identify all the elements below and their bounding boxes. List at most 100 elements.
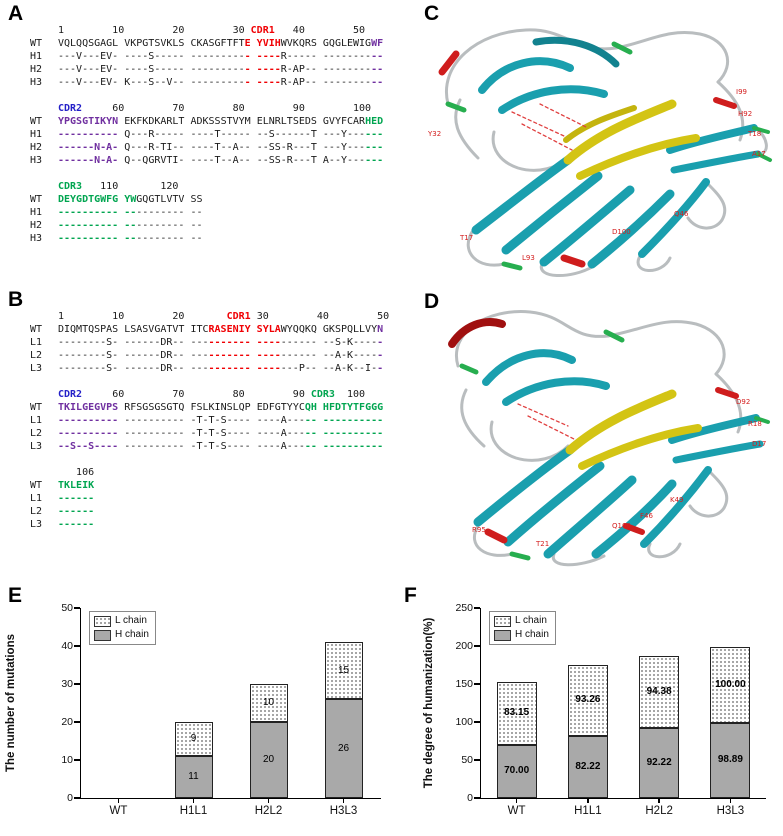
ribbon-segment — [539, 185, 635, 267]
sequence-row: WT VQLQQSGAGL VKPGTSVKLS CKASGFTFTE YVIHW… — [30, 37, 420, 50]
ribbon-segment — [539, 262, 596, 278]
ruler-row: 106 — [30, 466, 420, 479]
legend-swatch-gray — [94, 629, 111, 641]
sequence-row: WT DEYGDTGWFG YWGQGTLVTV SS — [30, 193, 420, 206]
legend-item: H chain — [494, 628, 549, 642]
sequence-row: H2 ---------- ---------- -- — [30, 219, 420, 232]
sequence-row: WT YPGSGTIKYN EKFKDKARLT ADKSSSTVYM ELNRL… — [30, 115, 420, 128]
y-axis-tick — [74, 607, 80, 609]
legend-label: H chain — [515, 629, 549, 640]
bar-value-label: 94.38 — [646, 686, 672, 698]
residue-label: I99 — [736, 88, 747, 96]
bar-segment-l-chain — [639, 656, 680, 728]
bar-segment-l-chain — [249, 684, 288, 722]
y-axis-tick-label: 0 — [67, 792, 73, 804]
legend-label: L chain — [115, 615, 147, 626]
ribbon-segment — [455, 310, 610, 368]
row-label: WT — [30, 194, 43, 205]
y-axis-tick-label: 50 — [461, 754, 473, 766]
sequence-segment: -------- -- — [136, 233, 203, 244]
sequence-segment: -- — [371, 64, 384, 75]
sequence-row: H3 ---V---EV- K---S--V-- ---------- ----R… — [30, 76, 420, 89]
contact-dotted-line — [539, 103, 589, 129]
heavy-chain-alignment: 1 10 20 30 CDR1 40 50 WT VQLQQSGAGL VKPGTS… — [30, 24, 420, 258]
row-label: L3 — [30, 363, 43, 374]
y-axis-tick-label: 40 — [61, 640, 73, 652]
sequence-segment: ---------- — [58, 428, 119, 439]
sequence-segment: Q---R----- ----T----- --S------T ---Y--- — [118, 129, 366, 140]
sequence-segment: -- ---------- — [304, 428, 384, 439]
legend-swatch-gray — [494, 629, 511, 641]
alignment-block: 1 10 20 30 CDR1 40 50 WT VQLQQSGAGL VKPGTS… — [30, 24, 420, 89]
ribbon-segment — [509, 551, 531, 561]
sequence-segment: WF — [371, 38, 384, 49]
sequence-row: L3 --------S- ------DR-- ---------- -----… — [30, 362, 420, 375]
sequence-segment: TKLEIK — [58, 480, 95, 491]
sequence-segment: RASENIY SYLA — [208, 324, 281, 335]
row-label: L1 — [30, 415, 43, 426]
y-axis-tick — [474, 683, 480, 685]
y-axis-tick-label: 0 — [467, 792, 473, 804]
residue-label: Y32 — [427, 130, 441, 138]
ribbon-segment — [752, 126, 770, 134]
ribbon-segment — [713, 97, 737, 109]
sequence-segment: RFSGSGSGTQ FSLKINSLQP EDFGTYYC — [118, 402, 305, 413]
bar-value-label: 83.15 — [504, 707, 530, 719]
row-label: H1 — [30, 207, 43, 218]
ribbon-segment — [715, 387, 739, 399]
ribbon-segment — [614, 31, 730, 84]
x-axis-tick — [729, 798, 732, 803]
ribbon-segment — [445, 101, 467, 113]
ribbon-segment — [603, 329, 625, 343]
bar-segment-h-chain — [249, 722, 288, 798]
y-axis-tick-label: 10 — [61, 754, 73, 766]
ribbon-segment — [484, 528, 508, 544]
sequence-segment: GQGTLVTV SS — [136, 194, 203, 205]
sequence-segment: - ---- — [244, 64, 281, 75]
sequence-segment: ---V---EV- ----S----- --------- — [58, 51, 245, 62]
y-axis-tick — [474, 759, 480, 761]
alignment-block: 1 10 20 CDR1 30 40 50 WT DIQMTQSPAS LSASVG… — [30, 310, 420, 375]
sequence-row: WT TKLEIK — [30, 479, 420, 492]
y-axis-tick — [74, 797, 80, 799]
x-category-label: H2L2 — [645, 805, 673, 817]
sequence-row: H3 ------N-A- Q--QGRVTI- ----T--A-- --SS-… — [30, 154, 420, 167]
sequence-segment: --- — [365, 155, 384, 166]
bar-segment-h-chain — [567, 735, 608, 798]
row-label: WT — [30, 402, 43, 413]
alignment-block: CDR2 60 70 80 90 100 WT YPGSGTIKYN EKFKDKA… — [30, 102, 420, 167]
humanization-chart: The degree of humanization(%) 0 50 100 150 2… — [416, 596, 783, 834]
ribbon-segment — [647, 542, 682, 559]
sequence-segment: DEYGDTGWFG YW — [58, 194, 137, 205]
light-chain-alignment: 1 10 20 CDR1 30 40 50 WT DIQMTQSPAS LSASVG… — [30, 310, 420, 544]
y-axis-tick-label: 200 — [455, 640, 473, 652]
sequence-segment: -- ---------- — [304, 415, 384, 426]
sequence-segment: ---P-- --A-K--I- — [280, 363, 378, 374]
y-axis-tick — [74, 721, 80, 723]
row-label: WT — [30, 116, 43, 127]
sequence-segment: ------N-A- — [58, 142, 119, 153]
x-axis-tick — [658, 798, 660, 803]
ruler-row: CDR2 60 70 80 90 CDR3 100 — [30, 388, 420, 401]
row-label: WT — [30, 38, 43, 49]
x-category-label: WT — [507, 805, 526, 817]
sequence-segment: CDR2 — [58, 103, 83, 114]
sequence-segment: -- ---------- — [304, 441, 384, 452]
ribbon-segment — [636, 254, 672, 272]
row-label: H2 — [30, 220, 43, 231]
plot-area: 0 50 100 150 200 250 WT 70.00 83.15 H1L1 82.22 93.2… — [455, 602, 766, 817]
y-axis-tick-label: 100 — [455, 716, 473, 728]
x-axis-tick — [342, 798, 345, 803]
sequence-segment: ------ --A-K---- — [280, 350, 378, 361]
sequence-segment: ---------- -T-T-S---- ----A--- — [118, 441, 305, 452]
sequence-segment: ---------- — [58, 415, 119, 426]
sequence-segment: --------S- ------DR-- --- — [58, 363, 209, 374]
ribbon-segment — [587, 189, 675, 269]
ribbon-segment — [591, 479, 677, 559]
bar-segment-l-chain — [174, 722, 213, 757]
ribbon-segment — [460, 388, 486, 448]
sequence-row: H1 ---V---EV- ----S----- ---------- ----R… — [30, 50, 420, 63]
sequence-segment: 1 10 20 — [58, 311, 227, 322]
legend-swatch-dots — [494, 615, 511, 627]
sequence-segment: -------- -- — [136, 220, 203, 231]
